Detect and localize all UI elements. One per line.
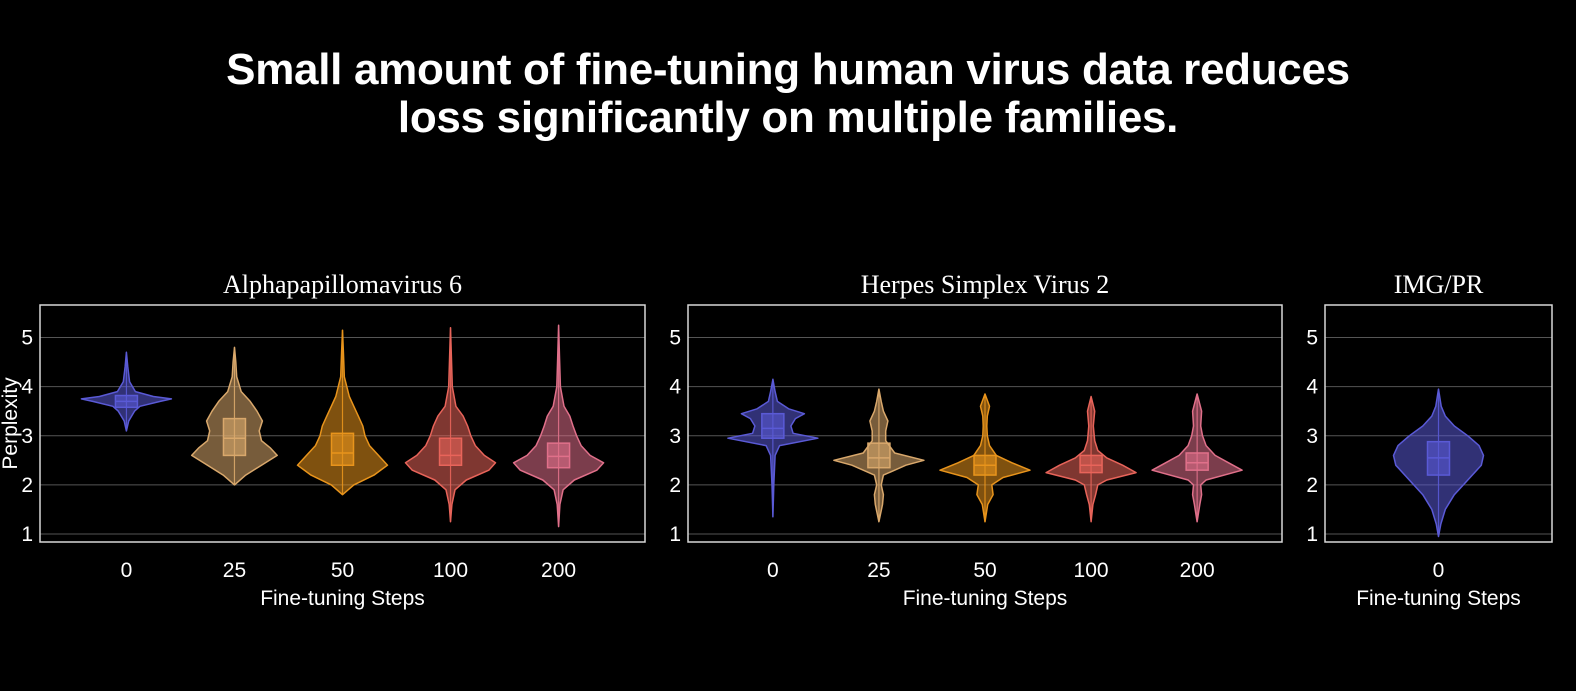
y-tick-label: 5 [1306,327,1318,350]
violin-step-100 [1045,395,1137,523]
y-tick-label: 3 [669,425,681,448]
violin-iqr-box [867,442,891,469]
violin-iqr-box [222,417,247,457]
y-tick-label: 2 [669,474,681,497]
x-tick-label: 25 [867,559,890,582]
violin-step-25 [833,388,925,523]
x-axis-label: Fine-tuning Steps [903,587,1068,610]
plot-frame [1324,304,1553,543]
violin-step-100 [404,326,497,523]
violin-step-200 [1151,393,1243,523]
violin-iqr-box [761,412,785,439]
x-tick-label: 50 [973,559,996,582]
slide-title-line-2: loss significantly on multiple families. [397,93,1179,142]
y-tick-label: 5 [669,327,681,350]
x-tick-label: 200 [541,559,576,582]
y-tick-label: 3 [21,425,33,448]
x-tick-label: 25 [223,559,246,582]
plot-frame [39,304,646,543]
panel-3: 1 2 3 4 5 IMG/PR Fine-tuning Steps 0 [1306,270,1553,610]
slide-title-line-1: Small amount of fine-tuning human virus … [226,45,1350,94]
x-tick-label: 100 [1074,559,1109,582]
y-tick-label: 4 [21,376,33,399]
y-tick-label: 2 [21,474,33,497]
panel-2: 1 2 3 4 5 Herpes Simplex Virus 2 Fine-tuning S… [669,270,1283,610]
y-tick-label: 4 [1306,376,1318,399]
violin-step-50 [296,329,389,496]
y-tick-label: 1 [669,523,681,546]
violin-step-50 [939,393,1031,523]
y-axis-label: Perplexity [0,377,22,470]
panel-title: Herpes Simplex Virus 2 [861,270,1110,299]
violin-iqr-box [546,442,571,469]
y-tick-label: 4 [669,376,681,399]
x-tick-label: 50 [331,559,354,582]
violin-iqr-box [1185,452,1209,471]
x-tick-label: 200 [1180,559,1215,582]
panel-1: 1 2 3 4 5 Alphapapillomavirus 6 Fine-tuning St… [0,270,646,610]
x-tick-label: 0 [121,559,133,582]
violin-iqr-box [330,432,355,466]
violin-step-0 [1392,388,1485,538]
violin-iqr-box [1079,454,1103,474]
y-tick-label: 1 [21,523,33,546]
x-axis-label: Fine-tuning Steps [1356,587,1521,610]
plot-frame [687,304,1283,543]
violin-step-200 [512,324,605,528]
y-tick-label: 5 [21,327,33,350]
panel-title: IMG/PR [1394,270,1484,299]
violin-iqr-box [438,437,463,466]
x-tick-label: 0 [767,559,779,582]
slide-title: Small amount of fine-tuning human virus … [0,46,1576,142]
violin-step-0 [727,378,819,518]
x-tick-label: 0 [1433,559,1445,582]
y-tick-label: 2 [1306,474,1318,497]
violin-step-25 [190,346,278,486]
x-tick-label: 100 [433,559,468,582]
y-tick-label: 1 [1306,523,1318,546]
x-axis-label: Fine-tuning Steps [260,587,425,610]
violin-step-0 [80,351,173,432]
y-tick-label: 3 [1306,425,1318,448]
panel-title: Alphapapillomavirus 6 [223,270,462,299]
